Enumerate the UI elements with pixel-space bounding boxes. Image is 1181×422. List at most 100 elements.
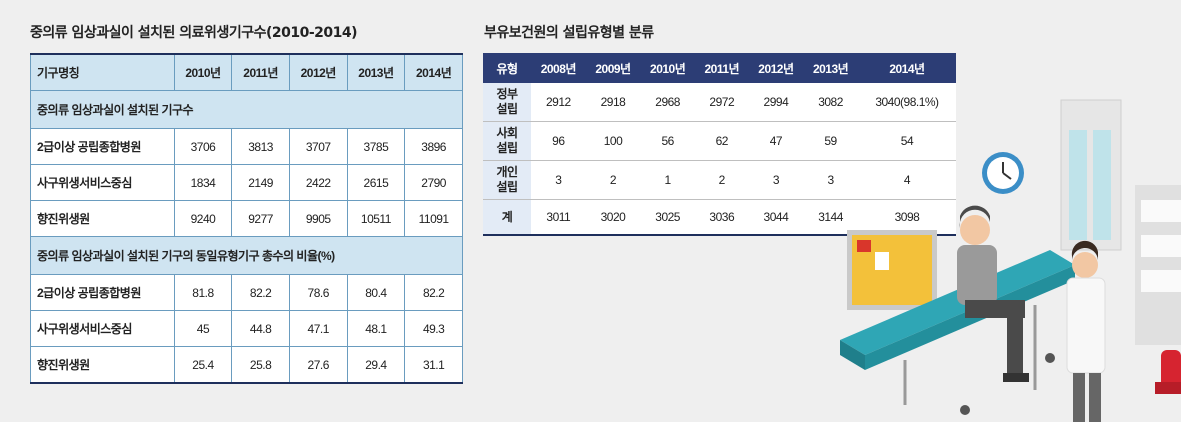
header-cell: 기구명칭	[30, 53, 175, 91]
cell: 3044	[748, 199, 804, 236]
table-row: 향진위생원 9240 9277 9905 10511 11091	[30, 200, 463, 237]
medicine-cabinet-icon	[1060, 99, 1122, 251]
header-cell: 2012년	[748, 53, 804, 83]
left-table-title: 중의류 임상과실이 설치된 의료위생기구수(2010-2014)	[30, 25, 358, 41]
header-cell: 2014년	[404, 53, 463, 91]
row-label: 계	[483, 199, 531, 236]
cell: 2912	[531, 83, 586, 122]
table-row: 2급이상 공립종합병원 3706 3813 3707 3785 3896	[30, 128, 463, 165]
cell: 3082	[803, 83, 858, 122]
cell: 9240	[173, 200, 233, 237]
cell: 2	[585, 160, 641, 200]
cell: 3098	[857, 199, 956, 236]
cell: 100	[585, 121, 641, 161]
cell: 2994	[748, 83, 804, 122]
doctor-figure-icon	[1066, 240, 1106, 422]
cell: 44.8	[231, 310, 290, 347]
table-row: 정부 설립 2912 2918 2968 2972 2994 3082 3040…	[483, 83, 956, 122]
facility-count-table: 기구명칭 2010년 2011년 2012년 2013년 2014년 중의류 임…	[30, 53, 463, 384]
row-label: 향진위생원	[30, 346, 175, 384]
cell: 45	[173, 310, 233, 347]
cell: 2790	[404, 164, 463, 201]
cell: 3	[531, 160, 586, 200]
cell: 25.4	[173, 346, 233, 384]
cell: 4	[857, 160, 956, 200]
section-label: 중의류 임상과실이 설치된 기구수	[30, 90, 463, 129]
cell: 96	[531, 121, 586, 161]
cell: 80.4	[346, 274, 406, 311]
cell: 62	[694, 121, 749, 161]
row-label: 2급이상 공립종합병원	[30, 274, 175, 311]
row-label: 정부 설립	[483, 83, 531, 122]
cell: 25.8	[231, 346, 290, 384]
clinic-illustration	[840, 99, 1181, 422]
cell: 47	[748, 121, 804, 161]
wall-clock-icon	[982, 152, 1024, 194]
cell: 47.1	[288, 310, 348, 347]
cell: 2149	[231, 164, 290, 201]
cell: 1	[640, 160, 695, 200]
cell: 3	[748, 160, 804, 200]
cell: 9905	[288, 200, 348, 237]
row-label: 사구위생서비스중심	[30, 164, 175, 201]
header-cell: 2010년	[640, 53, 695, 83]
chair-icon	[1155, 350, 1181, 394]
cell: 29.4	[346, 346, 406, 384]
table-row: 사구위생서비스중심 1834 2149 2422 2615 2790	[30, 164, 463, 201]
cell: 56	[640, 121, 695, 161]
right-table-title: 부유보건원의 설립유형별 분류	[484, 25, 654, 41]
row-label: 사구위생서비스중심	[30, 310, 175, 347]
header-cell: 2013년	[803, 53, 858, 83]
cell: 78.6	[288, 274, 348, 311]
equipment-shelf-icon	[1135, 185, 1181, 345]
cell: 3706	[173, 128, 233, 165]
bulletin-board-icon	[847, 230, 937, 310]
header-cell: 2011년	[231, 53, 290, 91]
cell: 31.1	[404, 346, 463, 384]
header-cell: 2012년	[288, 53, 348, 91]
table-row: 개인 설립 3 2 1 2 3 3 4	[483, 160, 956, 200]
cell: 9277	[231, 200, 290, 237]
table-row: 사회 설립 96 100 56 62 47 59 54	[483, 121, 956, 161]
cell: 54	[857, 121, 956, 161]
cell: 81.8	[173, 274, 233, 311]
cell: 82.2	[404, 274, 463, 311]
table-row: 향진위생원 25.4 25.8 27.6 29.4 31.1	[30, 346, 463, 384]
cell: 27.6	[288, 346, 348, 384]
cell: 3020	[585, 199, 641, 236]
table-row: 계 3011 3020 3025 3036 3044 3144 3098	[483, 199, 956, 236]
row-label: 향진위생원	[30, 200, 175, 237]
cell: 10511	[346, 200, 406, 237]
row-label: 사회 설립	[483, 121, 531, 161]
cell: 3813	[231, 128, 290, 165]
table-header-row: 유형 2008년 2009년 2010년 2011년 2012년 2013년 2…	[483, 53, 956, 83]
cell: 1834	[173, 164, 233, 201]
header-cell: 2010년	[173, 53, 233, 91]
cell: 2918	[585, 83, 641, 122]
section-row: 중의류 임상과실이 설치된 기구수	[30, 90, 463, 129]
cell: 2422	[288, 164, 348, 201]
cell: 3144	[803, 199, 858, 236]
cell: 3025	[640, 199, 695, 236]
cell: 82.2	[231, 274, 290, 311]
cell: 2615	[346, 164, 406, 201]
cell: 48.1	[346, 310, 406, 347]
cell: 11091	[404, 200, 463, 237]
header-cell: 2008년	[531, 53, 586, 83]
cell: 49.3	[404, 310, 463, 347]
row-label: 개인 설립	[483, 160, 531, 200]
header-cell: 2013년	[346, 53, 406, 91]
header-cell: 2009년	[585, 53, 641, 83]
table-row: 사구위생서비스중심 45 44.8 47.1 48.1 49.3	[30, 310, 463, 347]
table-header-row: 기구명칭 2010년 2011년 2012년 2013년 2014년	[30, 53, 463, 91]
section-label: 중의류 임상과실이 설치된 기구의 동일유형기구 총수의 비율(%)	[30, 236, 463, 275]
cell: 3036	[694, 199, 749, 236]
cell: 2968	[640, 83, 695, 122]
cell: 3896	[404, 128, 463, 165]
header-cell: 2011년	[694, 53, 749, 83]
cell: 2972	[694, 83, 749, 122]
cell: 3011	[531, 199, 586, 236]
cell: 3040(98.1%)	[857, 83, 956, 122]
row-label: 2급이상 공립종합병원	[30, 128, 175, 165]
establishment-type-table: 유형 2008년 2009년 2010년 2011년 2012년 2013년 2…	[483, 53, 956, 236]
